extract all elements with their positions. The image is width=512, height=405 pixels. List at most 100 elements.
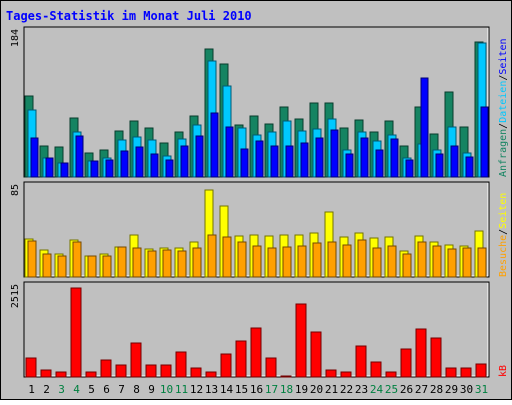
- x-tick-label-day-27: 27: [415, 383, 428, 396]
- bar-top-seiten-day-26: [405, 159, 414, 178]
- legend-entry: /: [498, 123, 509, 129]
- bar-middle-besuche-day-21: [327, 241, 337, 278]
- bar-middle-besuche-day-10: [162, 249, 172, 278]
- bar-top-seiten-day-20: [315, 137, 324, 178]
- x-tick-label-day-20: 20: [310, 383, 323, 396]
- bar-middle-besuche-day-13: [207, 234, 217, 278]
- x-tick-label-day-8: 8: [133, 383, 140, 396]
- x-tick-label-day-23: 23: [355, 383, 368, 396]
- x-tick-label-day-21: 21: [325, 383, 338, 396]
- bar-top-seiten-day-9: [150, 153, 159, 178]
- bar-top-seiten-day-3: [60, 162, 69, 178]
- bar-middle-besuche-day-25: [387, 245, 397, 278]
- x-tick-label-day-13: 13: [205, 383, 218, 396]
- bar-middle-besuche-day-7: [117, 246, 127, 278]
- bar-top-seiten-day-1: [30, 137, 39, 178]
- bar-top-seiten-day-12: [195, 135, 204, 178]
- x-tick-label-day-31: 31: [475, 383, 488, 396]
- bar-middle-besuche-day-16: [252, 245, 262, 278]
- x-tick-label-day-26: 26: [400, 383, 413, 396]
- panel-bars: [25, 287, 487, 378]
- bar-bottom-kb-day-3: [55, 371, 67, 378]
- legend-entry: Besuche: [498, 235, 509, 277]
- legend-entry: Seiten: [498, 38, 509, 74]
- bar-top-seiten-day-30: [465, 156, 474, 178]
- bar-bottom-kb-day-14: [220, 353, 232, 378]
- x-tick-label-day-18: 18: [280, 383, 293, 396]
- bar-bottom-kb-day-8: [130, 342, 142, 378]
- bar-middle-besuche-day-8: [132, 247, 142, 278]
- bar-middle-besuche-day-2: [42, 253, 52, 278]
- x-tick-label-day-2: 2: [43, 383, 50, 396]
- bar-top-seiten-day-22: [345, 153, 354, 178]
- x-tick-label-day-15: 15: [235, 383, 248, 396]
- legend-entry: /: [498, 229, 509, 235]
- bar-bottom-kb-day-10: [160, 364, 172, 378]
- bar-middle-besuche-day-1: [27, 240, 37, 278]
- x-tick-label-day-17: 17: [265, 383, 278, 396]
- bar-middle-besuche-day-5: [87, 255, 97, 278]
- legend-entry: kB: [498, 365, 509, 377]
- x-tick-label-day-28: 28: [430, 383, 443, 396]
- panel-scale-label: 2515: [10, 284, 21, 308]
- bar-middle-besuche-day-24: [372, 247, 382, 278]
- bar-bottom-kb-day-17: [265, 357, 277, 378]
- panel-scale-label: 184: [10, 29, 21, 47]
- bar-top-seiten-day-7: [120, 150, 129, 178]
- bar-top-seiten-day-25: [390, 138, 399, 178]
- x-tick-label-day-19: 19: [295, 383, 308, 396]
- bar-middle-besuche-day-31: [477, 247, 487, 278]
- bar-middle-besuche-day-20: [312, 242, 322, 278]
- bar-top-seiten-day-23: [360, 137, 369, 178]
- x-tick-label-day-6: 6: [103, 383, 110, 396]
- x-tick-label-day-12: 12: [190, 383, 203, 396]
- bar-bottom-kb-day-11: [175, 351, 187, 378]
- bar-bottom-kb-day-31: [475, 363, 487, 378]
- bar-bottom-kb-day-6: [100, 359, 112, 378]
- legend-entry: Dateien: [498, 81, 509, 123]
- bar-middle-besuche-day-4: [72, 241, 82, 278]
- bar-bottom-kb-day-18: [280, 375, 292, 378]
- bar-middle-besuche-day-29: [447, 248, 457, 278]
- x-tick-label-day-7: 7: [118, 383, 125, 396]
- bar-bottom-kb-day-9: [145, 364, 157, 378]
- x-tick-label-day-16: 16: [250, 383, 263, 396]
- bar-top-seiten-day-4: [75, 135, 84, 178]
- bar-middle-besuche-day-19: [297, 245, 307, 278]
- bar-top-seiten-day-15: [240, 148, 249, 178]
- x-tick-label-day-24: 24: [370, 383, 384, 396]
- chart-panels: 184Anfragen/Dateien/Seiten85Besuche/Seit…: [10, 26, 509, 378]
- bar-middle-besuche-day-26: [402, 253, 412, 278]
- bar-bottom-kb-day-13: [205, 371, 217, 378]
- x-tick-label-day-5: 5: [88, 383, 95, 396]
- bar-top-seiten-day-31: [480, 106, 489, 178]
- x-tick-label-day-10: 10: [160, 383, 173, 396]
- bar-top-seiten-day-18: [285, 145, 294, 178]
- bar-middle-besuche-day-23: [357, 239, 367, 278]
- bar-bottom-kb-day-21: [325, 369, 337, 378]
- x-tick-label-day-14: 14: [220, 383, 234, 396]
- bar-top-seiten-day-10: [165, 159, 174, 178]
- bar-middle-besuche-day-22: [342, 244, 352, 278]
- bar-bottom-kb-day-30: [460, 367, 472, 378]
- bar-bottom-kb-day-26: [400, 348, 412, 378]
- bar-middle-besuche-day-15: [237, 241, 247, 278]
- bar-middle-besuche-day-11: [177, 250, 187, 278]
- bar-bottom-kb-day-25: [385, 371, 397, 378]
- panel-scale-label: 85: [10, 184, 21, 196]
- bar-bottom-kb-day-24: [370, 361, 382, 378]
- legend-entry: Anfragen: [498, 129, 509, 177]
- bar-bottom-kb-day-1: [25, 357, 37, 378]
- bar-top-seiten-day-29: [450, 145, 459, 178]
- panel-bars: [24, 41, 489, 178]
- bar-top-seiten-day-17: [270, 145, 279, 178]
- bar-middle-besuche-day-30: [462, 247, 472, 278]
- x-tick-label-day-25: 25: [385, 383, 398, 396]
- bar-top-seiten-day-5: [90, 160, 99, 178]
- bar-middle-besuche-day-28: [432, 245, 442, 278]
- panel-bars: [24, 189, 487, 278]
- bar-top-seiten-day-19: [300, 142, 309, 178]
- bar-middle-besuche-day-27: [417, 241, 427, 278]
